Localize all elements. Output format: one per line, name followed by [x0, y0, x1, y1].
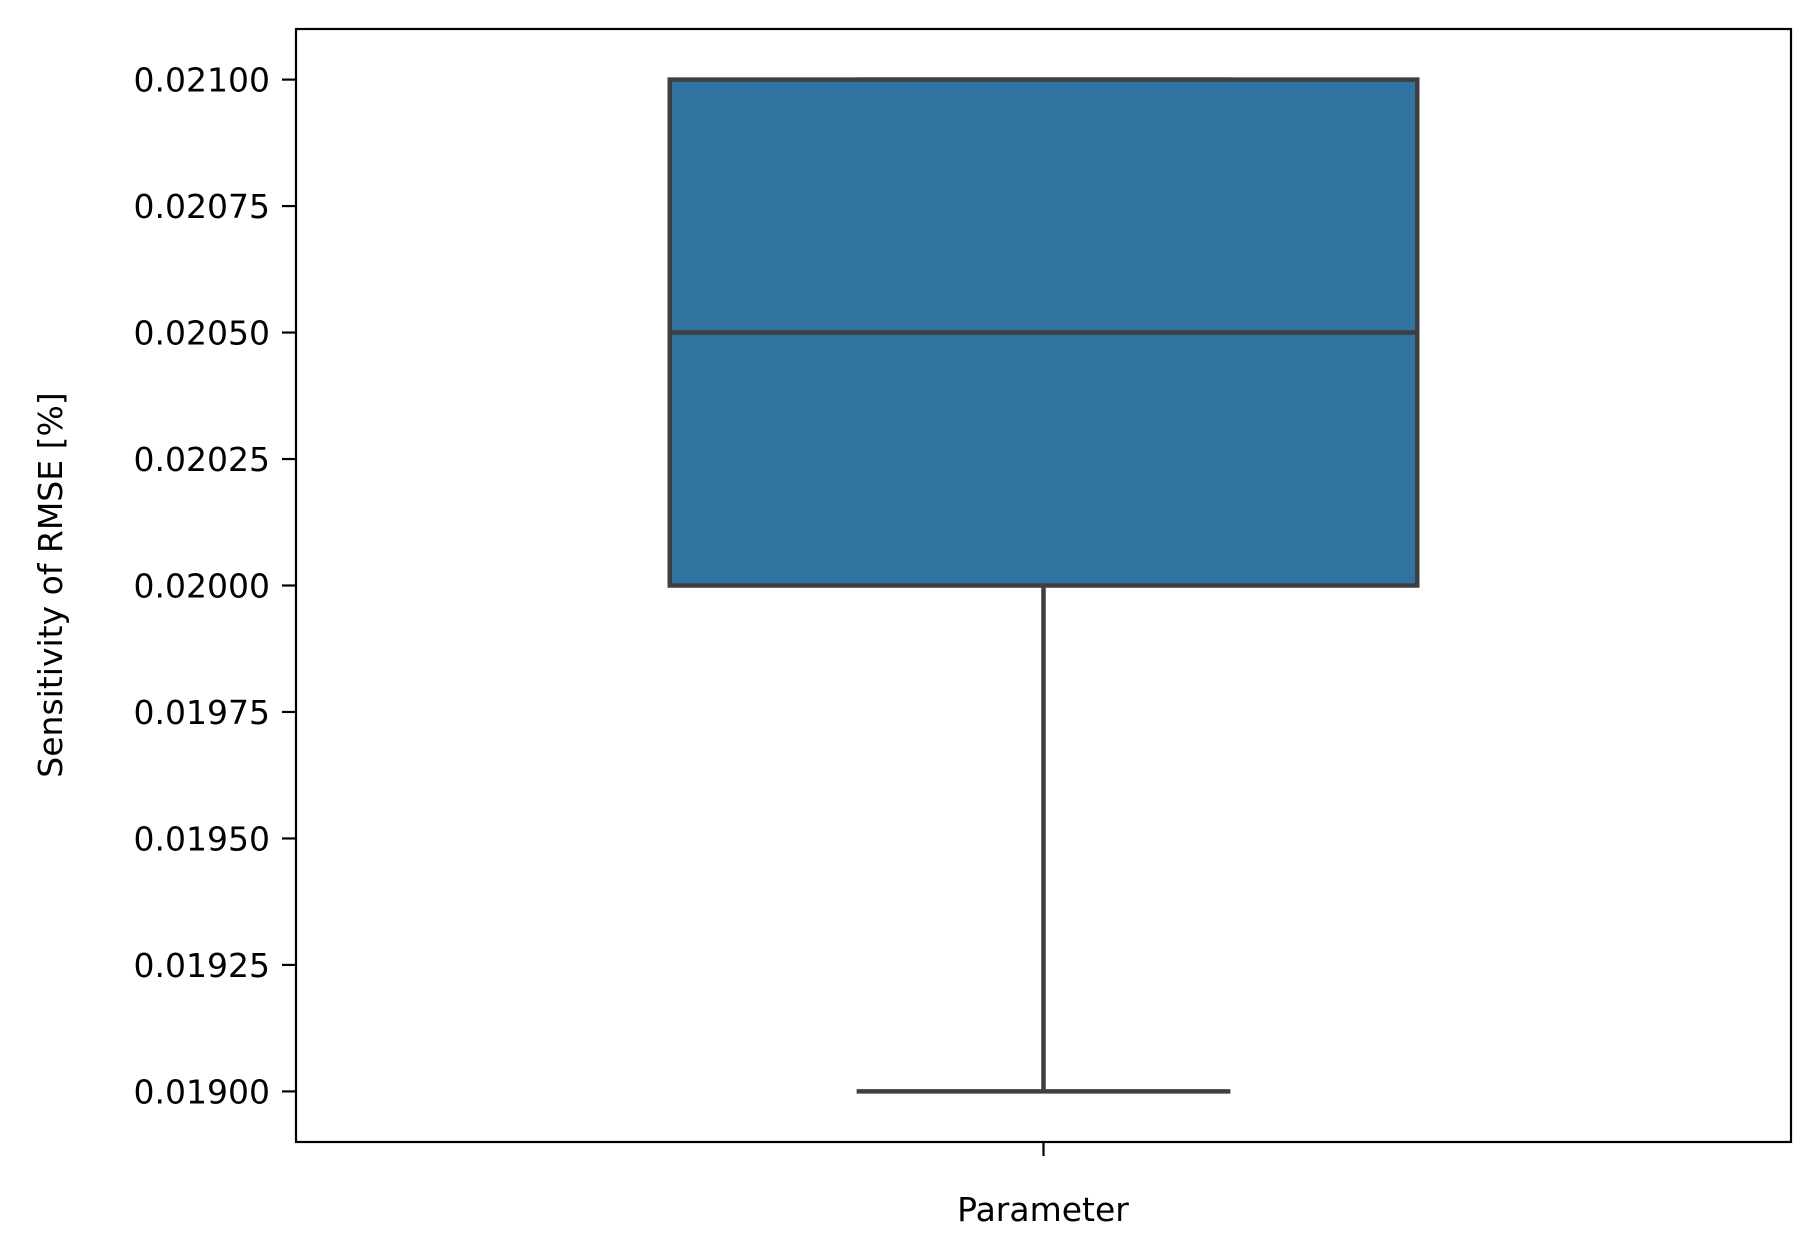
y-axis: 0.01900 0.01925 0.01950 0.01975 0.02000 0.020…	[134, 61, 296, 1111]
y-tick-label: 0.01975	[134, 693, 270, 732]
y-tick-label: 0.02025	[134, 440, 270, 479]
y-tick-label: 0.02050	[134, 314, 270, 353]
y-tick-label: 0.02075	[134, 187, 270, 226]
x-axis-label: Parameter	[957, 1190, 1129, 1229]
y-axis-label: Sensitivity of RMSE [%]	[31, 392, 70, 777]
y-tick-label: 0.02000	[134, 567, 270, 606]
plot-area	[667, 77, 1420, 1094]
y-tick-label: 0.01900	[134, 1072, 270, 1111]
y-tick-label: 0.01950	[134, 819, 270, 858]
y-tick-label: 0.02100	[134, 61, 270, 100]
y-tick-label: 0.01925	[134, 946, 270, 985]
